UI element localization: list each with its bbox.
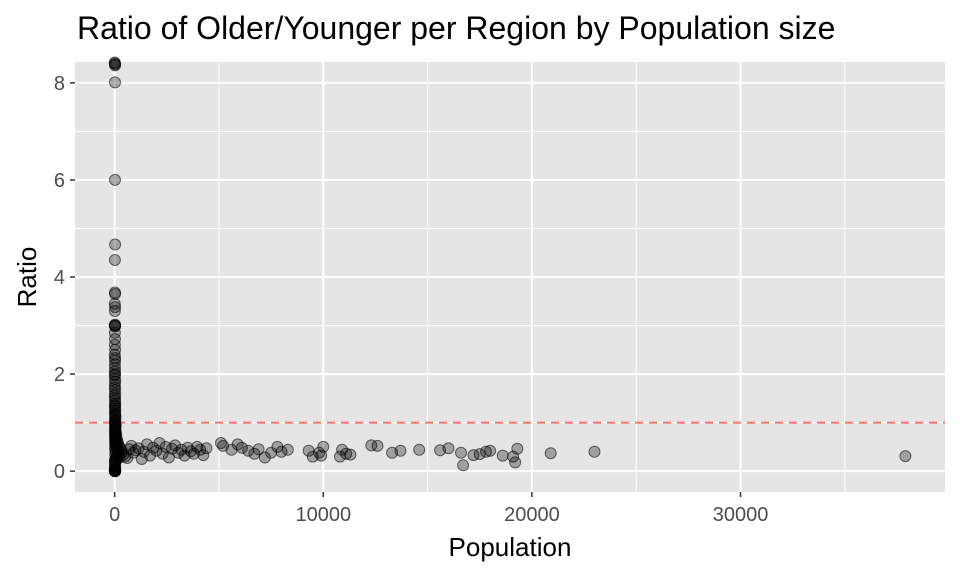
y-axis-label: Ratio [12,247,42,308]
data-point [109,320,122,333]
data-point [108,254,121,266]
data-point [394,444,407,457]
data-point [317,440,330,453]
y-tick-label: 2 [54,364,65,386]
data-point [109,76,121,89]
y-tick-label: 0 [54,461,65,483]
data-point [496,449,509,462]
data-point [511,442,524,455]
data-point [281,443,294,456]
y-tick-label: 8 [54,73,65,95]
data-point [108,369,121,382]
data-point [108,305,121,317]
x-axis-label: Population [449,532,572,562]
data-point [125,439,138,452]
data-point [109,462,122,475]
data-point [187,447,200,460]
chart-title: Ratio of Older/Younger per Region by Pop… [77,10,835,46]
data-point [473,448,486,461]
data-point [108,338,121,351]
x-tick-label: 0 [109,504,120,526]
data-point [480,445,492,458]
x-tick-label: 20000 [504,504,560,526]
data-point [153,437,166,449]
data-point [544,447,557,460]
data-point [457,459,470,472]
data-points [108,56,912,478]
data-point [109,238,122,251]
data-point [169,439,182,452]
data-point [371,439,384,452]
data-point [413,443,426,456]
data-point [109,288,122,300]
data-point [197,449,210,462]
x-tick-label: 10000 [295,504,351,526]
data-point [588,445,601,458]
data-point [365,439,378,452]
data-point [252,443,265,456]
y-tick-label: 4 [54,267,65,289]
grid-major [75,62,945,492]
data-point [899,450,912,463]
data-point [156,447,169,460]
data-point [340,447,353,460]
data-point [248,447,261,460]
data-point [200,442,213,455]
data-point [258,451,271,464]
y-axis-ticks: 0 2 4 6 8 [54,73,75,483]
data-point [108,326,121,339]
x-tick-label: 30000 [713,504,769,526]
data-point [509,456,522,469]
data-point [442,442,455,455]
data-point [235,441,248,454]
data-point [344,448,357,461]
data-point [109,59,122,72]
data-point [109,301,122,314]
data-point [455,446,467,459]
data-point [109,173,121,186]
x-axis-ticks: 0 10000 20000 30000 [109,492,768,526]
y-tick-label: 6 [54,170,65,192]
data-point [141,438,153,451]
data-point [484,444,497,457]
